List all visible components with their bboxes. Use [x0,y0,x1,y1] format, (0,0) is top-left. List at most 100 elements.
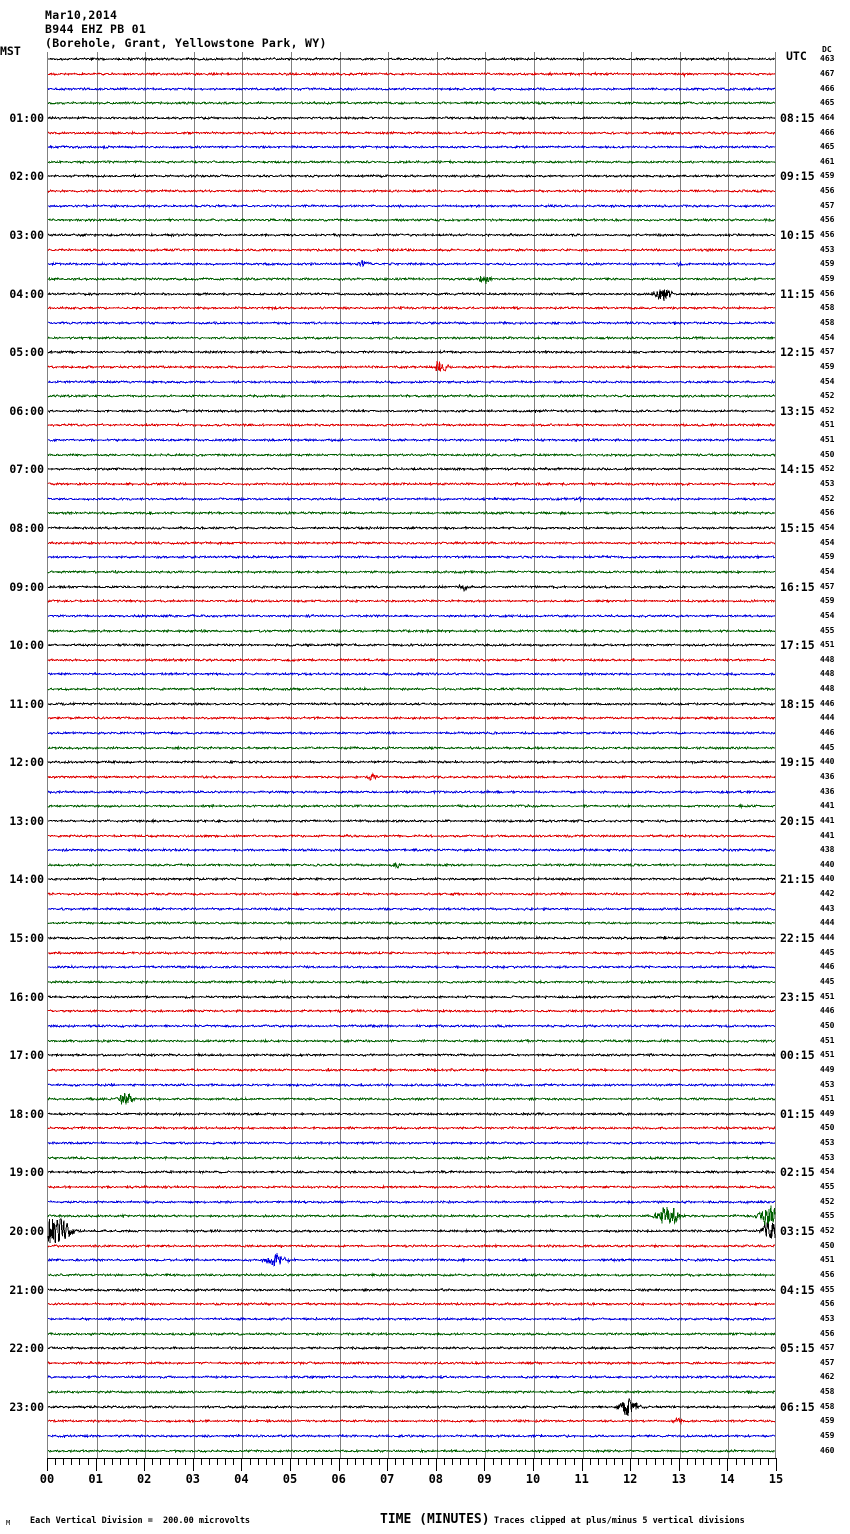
mst-time-label-1900: 19:00 [9,1165,44,1180]
dc-value-row-46: 446 [820,728,835,738]
mst-time-label-0900: 09:00 [9,579,44,594]
grid-line-minute-01 [96,52,98,1458]
dc-value-row-55: 440 [820,859,835,869]
dc-value-row-52: 441 [820,815,835,825]
dc-value-row-48: 440 [820,757,835,767]
x-axis-label-11: 11 [574,1472,589,1486]
seismic-trace-row-70 [47,1072,776,1098]
utc-time-label-0415: 04:15 [780,1282,815,1297]
dc-value-row-59: 444 [820,918,835,928]
seismic-trace-row-74 [47,1130,776,1156]
mst-time-label-0600: 06:00 [9,403,44,418]
x-tick-minor [314,1458,316,1465]
dc-value-row-47: 445 [820,742,835,752]
x-axis-title: TIME (MINUTES) [380,1512,490,1527]
dc-value-row-72: 449 [820,1108,835,1118]
utc-time-label-2315: 23:15 [780,989,815,1004]
seismic-trace-row-73 [47,1115,776,1141]
seismic-trace-row-91 [47,1379,776,1405]
seismic-trace-row-92 [47,1394,776,1420]
x-tick-minor [330,1458,332,1465]
seismic-trace-row-16 [47,281,776,307]
seismic-trace-row-71 [47,1086,776,1112]
seismic-trace-row-24 [47,398,776,424]
x-axis-label-13: 13 [671,1472,687,1486]
x-tick-minor [362,1458,364,1465]
seismic-trace-row-54 [47,837,776,863]
x-tick-minor [379,1458,381,1465]
x-axis-label-02: 02 [136,1472,152,1486]
dc-value-row-5: 466 [820,127,835,137]
header-location: (Borehole, Grant, Yellowstone Park, WY) [45,36,327,50]
x-tick-minor [767,1458,769,1465]
mst-time-label-1200: 12:00 [9,755,44,770]
x-tick-minor [452,1458,453,1465]
x-tick-minor [395,1458,397,1465]
x-tick-minor [549,1458,551,1465]
dc-value-row-50: 436 [820,786,835,796]
x-tick-minor [711,1458,713,1465]
seismic-trace-row-51 [47,793,776,819]
seismic-trace-row-5 [47,120,776,146]
seismic-trace-row-78 [47,1189,776,1215]
seismic-trace-row-38 [47,603,776,629]
utc-time-label-0515: 05:15 [780,1341,815,1356]
seismic-trace-row-27 [47,442,776,468]
dc-value-row-29: 453 [820,479,835,489]
grid-line-minute-05 [291,52,292,1458]
dc-value-row-10: 457 [820,200,835,210]
dc-value-row-32: 454 [820,522,835,532]
dc-value-row-89: 457 [820,1357,835,1367]
x-tick-minor [751,1458,753,1465]
utc-time-label-2215: 22:15 [780,931,815,946]
x-tick-minor [184,1458,186,1465]
mst-time-labels: 01:00 02:00 03:00 04:00 05:00 06:00 07:00 08:00… [0,52,44,1458]
footer-corner-mark: M [6,1519,11,1527]
seismic-trace-row-85 [47,1291,776,1317]
grid-line-minute-03 [193,52,195,1458]
dc-value-row-45: 444 [820,713,835,723]
dc-axis-label: DC [822,45,832,54]
dc-value-row-44: 446 [820,698,835,708]
footer-clip-note: Traces clipped at plus/minus 5 vertical … [494,1516,745,1526]
utc-time-label-2015: 20:15 [780,813,815,828]
x-tick-minor [79,1458,81,1465]
dc-value-row-70: 453 [820,1079,835,1089]
x-tick-minor [654,1458,656,1465]
x-tick-minor [71,1458,73,1465]
dc-value-row-65: 446 [820,1006,835,1016]
utc-time-label-0915: 09:15 [780,169,815,184]
dc-value-row-23: 452 [820,391,835,401]
right-axis-label: UTC [786,49,807,63]
seismic-trace-row-63 [47,969,776,995]
grid-line-minute-12 [631,52,633,1458]
seismic-trace-row-13 [47,237,776,263]
x-tick-minor [168,1458,170,1465]
dc-value-row-8: 459 [820,171,835,181]
dc-value-row-20: 457 [820,347,835,357]
dc-value-row-38: 454 [820,610,835,620]
dc-value-row-11: 456 [820,215,835,225]
x-tick-minor [589,1458,591,1465]
seismic-trace-row-14 [47,251,776,277]
dc-value-row-43: 448 [820,684,835,694]
seismic-trace-row-12 [47,222,776,248]
seismic-trace-row-9 [47,178,776,204]
seismic-trace-row-57 [47,881,776,907]
mst-time-label-0200: 02:00 [9,169,44,184]
seismic-trace-row-8 [47,163,776,189]
x-tick-minor [670,1458,672,1465]
dc-value-row-67: 451 [820,1035,835,1045]
utc-time-label-1215: 12:15 [780,345,815,360]
seismic-trace-row-45 [47,705,776,731]
seismic-trace-row-29 [47,471,776,497]
utc-time-label-1415: 14:15 [780,462,815,477]
mst-time-label-0300: 03:00 [9,228,44,243]
seismic-trace-row-61 [47,940,776,966]
seismic-trace-row-79 [47,1203,776,1229]
dc-value-row-75: 453 [820,1152,835,1162]
x-tick-major-02 [144,1458,146,1471]
mst-time-label-0700: 07:00 [9,462,44,477]
mst-time-label-2200: 22:00 [9,1341,44,1356]
x-tick-minor [573,1458,575,1465]
